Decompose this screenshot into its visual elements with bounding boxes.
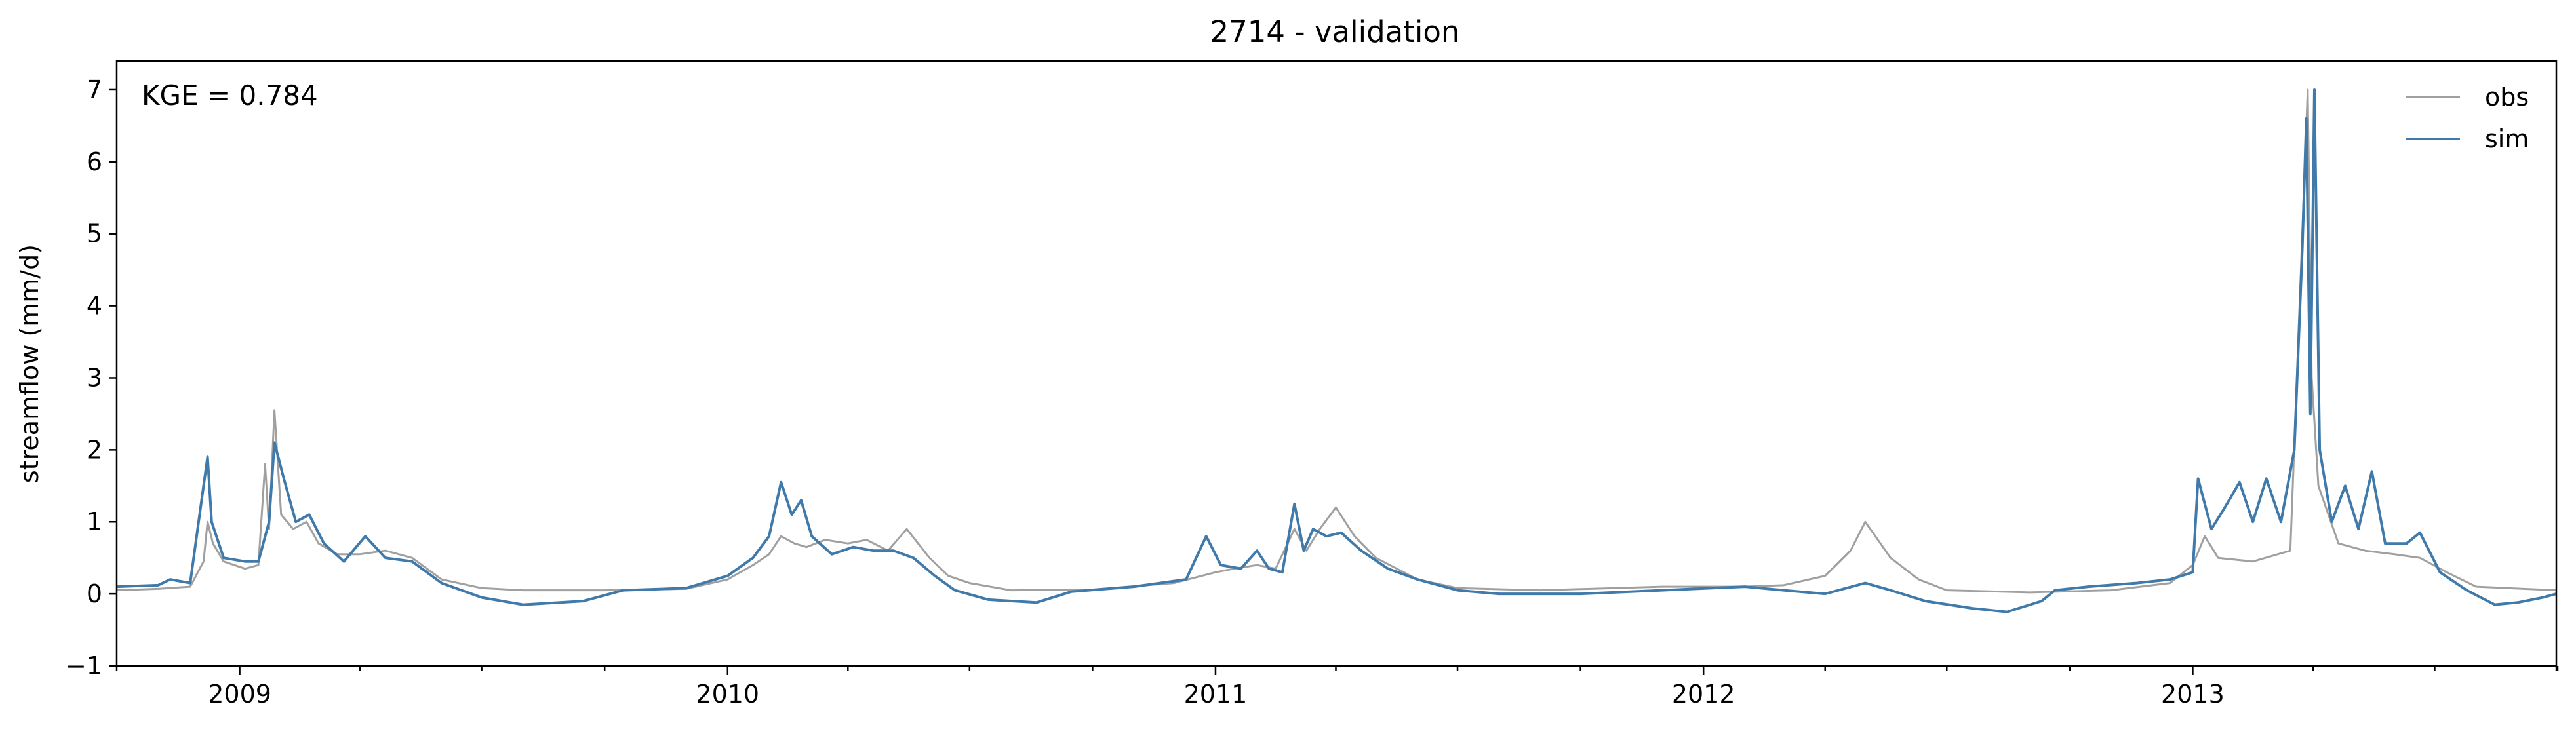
y-tick-label: −1 [66, 651, 102, 680]
y-tick-label: 1 [87, 507, 102, 536]
y-tick-label: 3 [87, 363, 102, 392]
plot-area: −1 0 1 2 3 4 5 6 7 2009 2010 2011 2012 2013 [66, 60, 2559, 708]
x-tick-label: 2013 [2161, 680, 2225, 708]
y-tick-label: 6 [87, 147, 102, 176]
legend: obs sim [2406, 83, 2529, 153]
y-tick-label: 7 [87, 75, 102, 104]
y-tick-label: 0 [87, 579, 102, 608]
series-line-obs [116, 88, 2557, 594]
x-tick-label: 2009 [208, 680, 271, 708]
y-tick-label: 2 [87, 435, 102, 464]
legend-label-obs: obs [2485, 83, 2529, 111]
series-line-sim [116, 88, 2557, 613]
x-tick-label: 2011 [1184, 680, 1248, 708]
y-axis-label: streamflow (mm/d) [15, 244, 44, 483]
kge-annotation: KGE = 0.784 [142, 79, 318, 111]
y-tick-label: 4 [87, 292, 102, 320]
x-tick-label: 2012 [1672, 680, 1735, 708]
legend-label-sim: sim [2485, 125, 2529, 153]
x-tick-label: 2010 [696, 680, 759, 708]
chart-title: 2714 - validation [1210, 14, 1460, 49]
y-tick-label: 5 [87, 220, 102, 248]
